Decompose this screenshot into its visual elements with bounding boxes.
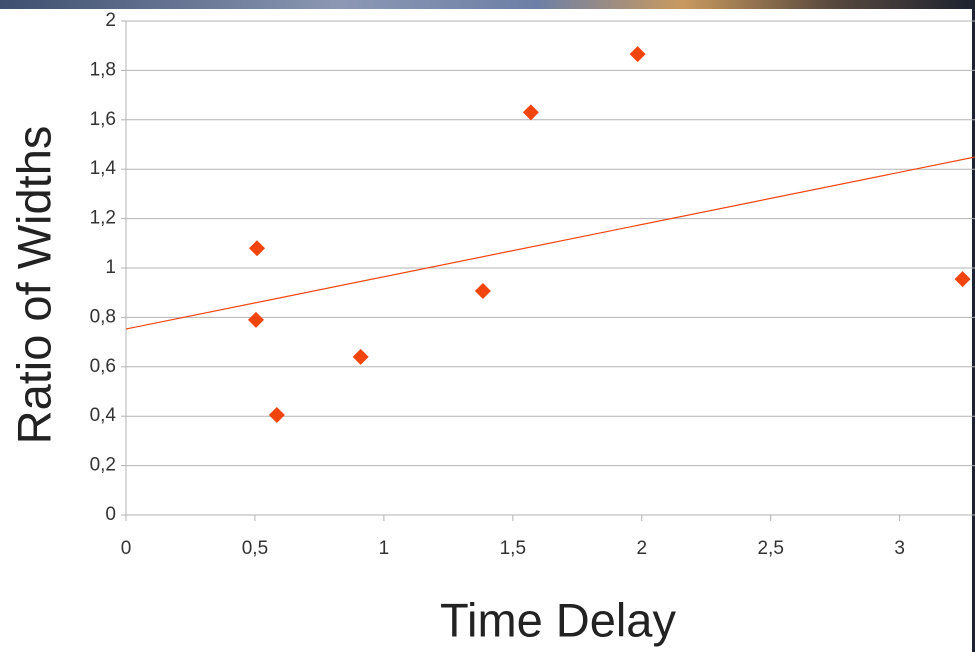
- y-tick-label: 0,4: [90, 405, 117, 426]
- point: [522, 104, 539, 121]
- y-tick-label: 2: [105, 10, 116, 31]
- y-tick-label: 1,8: [90, 59, 116, 80]
- x-tick-label: 1,5: [500, 538, 526, 559]
- x-tick-label: 2: [636, 538, 647, 559]
- x-tick-label: 1: [379, 538, 390, 559]
- y-tick-label: 0,2: [90, 455, 116, 476]
- y-tick-label: 1,6: [90, 109, 116, 130]
- y-tick-label: 0,8: [90, 306, 116, 327]
- x-tick-label: 0,5: [242, 538, 268, 559]
- x-tick-label: 2,5: [757, 538, 783, 559]
- x-axis-title: Time Delay: [440, 593, 676, 646]
- point: [954, 271, 971, 288]
- y-tick-label: 1: [105, 257, 116, 278]
- point: [629, 46, 646, 63]
- x-tick-label: 3: [894, 538, 905, 559]
- point: [268, 406, 285, 423]
- background-edge: [972, 0, 975, 652]
- y-tick-label: 0,6: [90, 356, 116, 377]
- x-tick-label: 0: [121, 538, 132, 559]
- y-axis-title: Ratio of Widths: [7, 126, 60, 445]
- point: [247, 311, 264, 328]
- y-tick-label: 1,2: [90, 208, 116, 229]
- y-tick-label: 1,4: [90, 158, 117, 179]
- point: [249, 240, 266, 257]
- y-tick-label: 0: [105, 504, 116, 525]
- point: [474, 282, 491, 299]
- background-strip: [0, 0, 975, 9]
- trendline: [125, 156, 975, 330]
- point: [352, 348, 369, 365]
